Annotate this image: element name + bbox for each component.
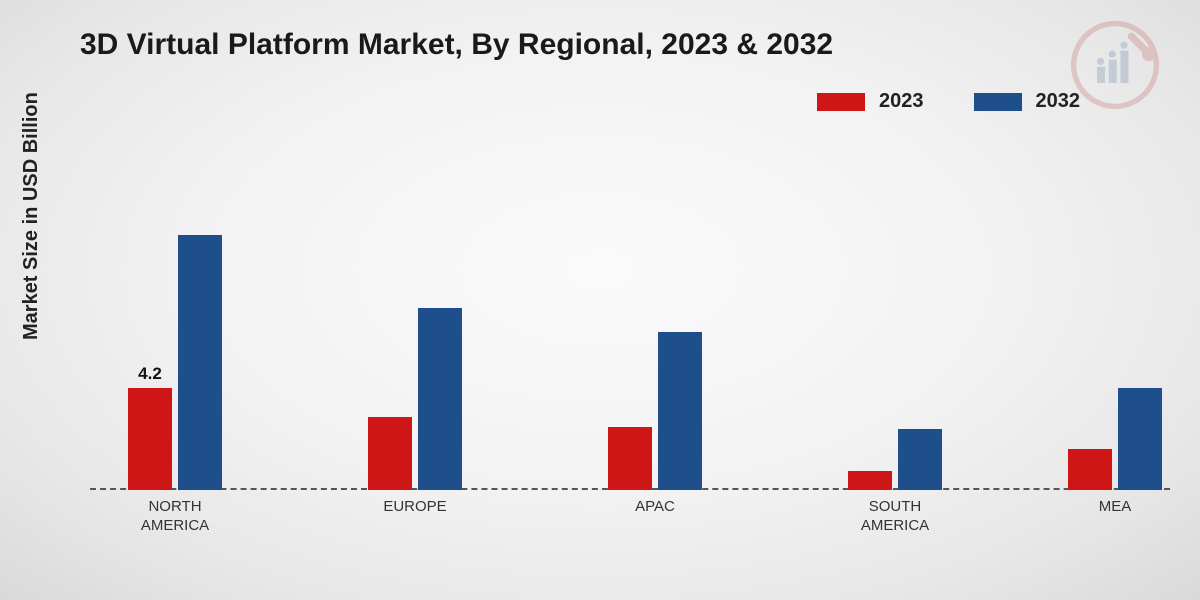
x-tick-label: APAC xyxy=(585,498,725,517)
bar: 4.2 xyxy=(128,388,172,490)
bar-group xyxy=(835,429,955,490)
bar-group xyxy=(595,332,715,490)
bar xyxy=(1118,388,1162,490)
legend-item-2023: 2023 xyxy=(817,90,924,113)
bar-group: 4.2 xyxy=(115,235,235,490)
bar xyxy=(848,471,892,490)
bar xyxy=(608,427,652,490)
legend: 2023 2032 xyxy=(817,90,1080,113)
bar xyxy=(368,417,412,490)
y-axis-label: Market Size in USD Billion xyxy=(20,92,43,340)
chart-canvas: 3D Virtual Platform Market, By Regional,… xyxy=(0,0,1200,600)
bar xyxy=(898,429,942,490)
legend-swatch-2032 xyxy=(974,93,1022,111)
x-tick-label: MEA xyxy=(1045,498,1185,517)
bar-value-label: 4.2 xyxy=(138,364,162,384)
bar xyxy=(418,308,462,490)
plot-area: 4.2 xyxy=(90,150,1170,490)
legend-item-2032: 2032 xyxy=(974,90,1081,113)
x-tick-label: NORTH AMERICA xyxy=(105,498,245,536)
legend-label-2023: 2023 xyxy=(879,90,924,113)
legend-label-2032: 2032 xyxy=(1036,90,1081,113)
bar-group xyxy=(1055,388,1175,490)
chart-title: 3D Virtual Platform Market, By Regional,… xyxy=(80,28,833,62)
legend-swatch-2023 xyxy=(817,93,865,111)
x-tick-label: EUROPE xyxy=(345,498,485,517)
bar xyxy=(1068,449,1112,490)
bar xyxy=(178,235,222,490)
bar xyxy=(658,332,702,490)
x-tick-label: SOUTH AMERICA xyxy=(825,498,965,536)
bar-group xyxy=(355,308,475,490)
watermark-logo-icon xyxy=(1070,20,1160,110)
